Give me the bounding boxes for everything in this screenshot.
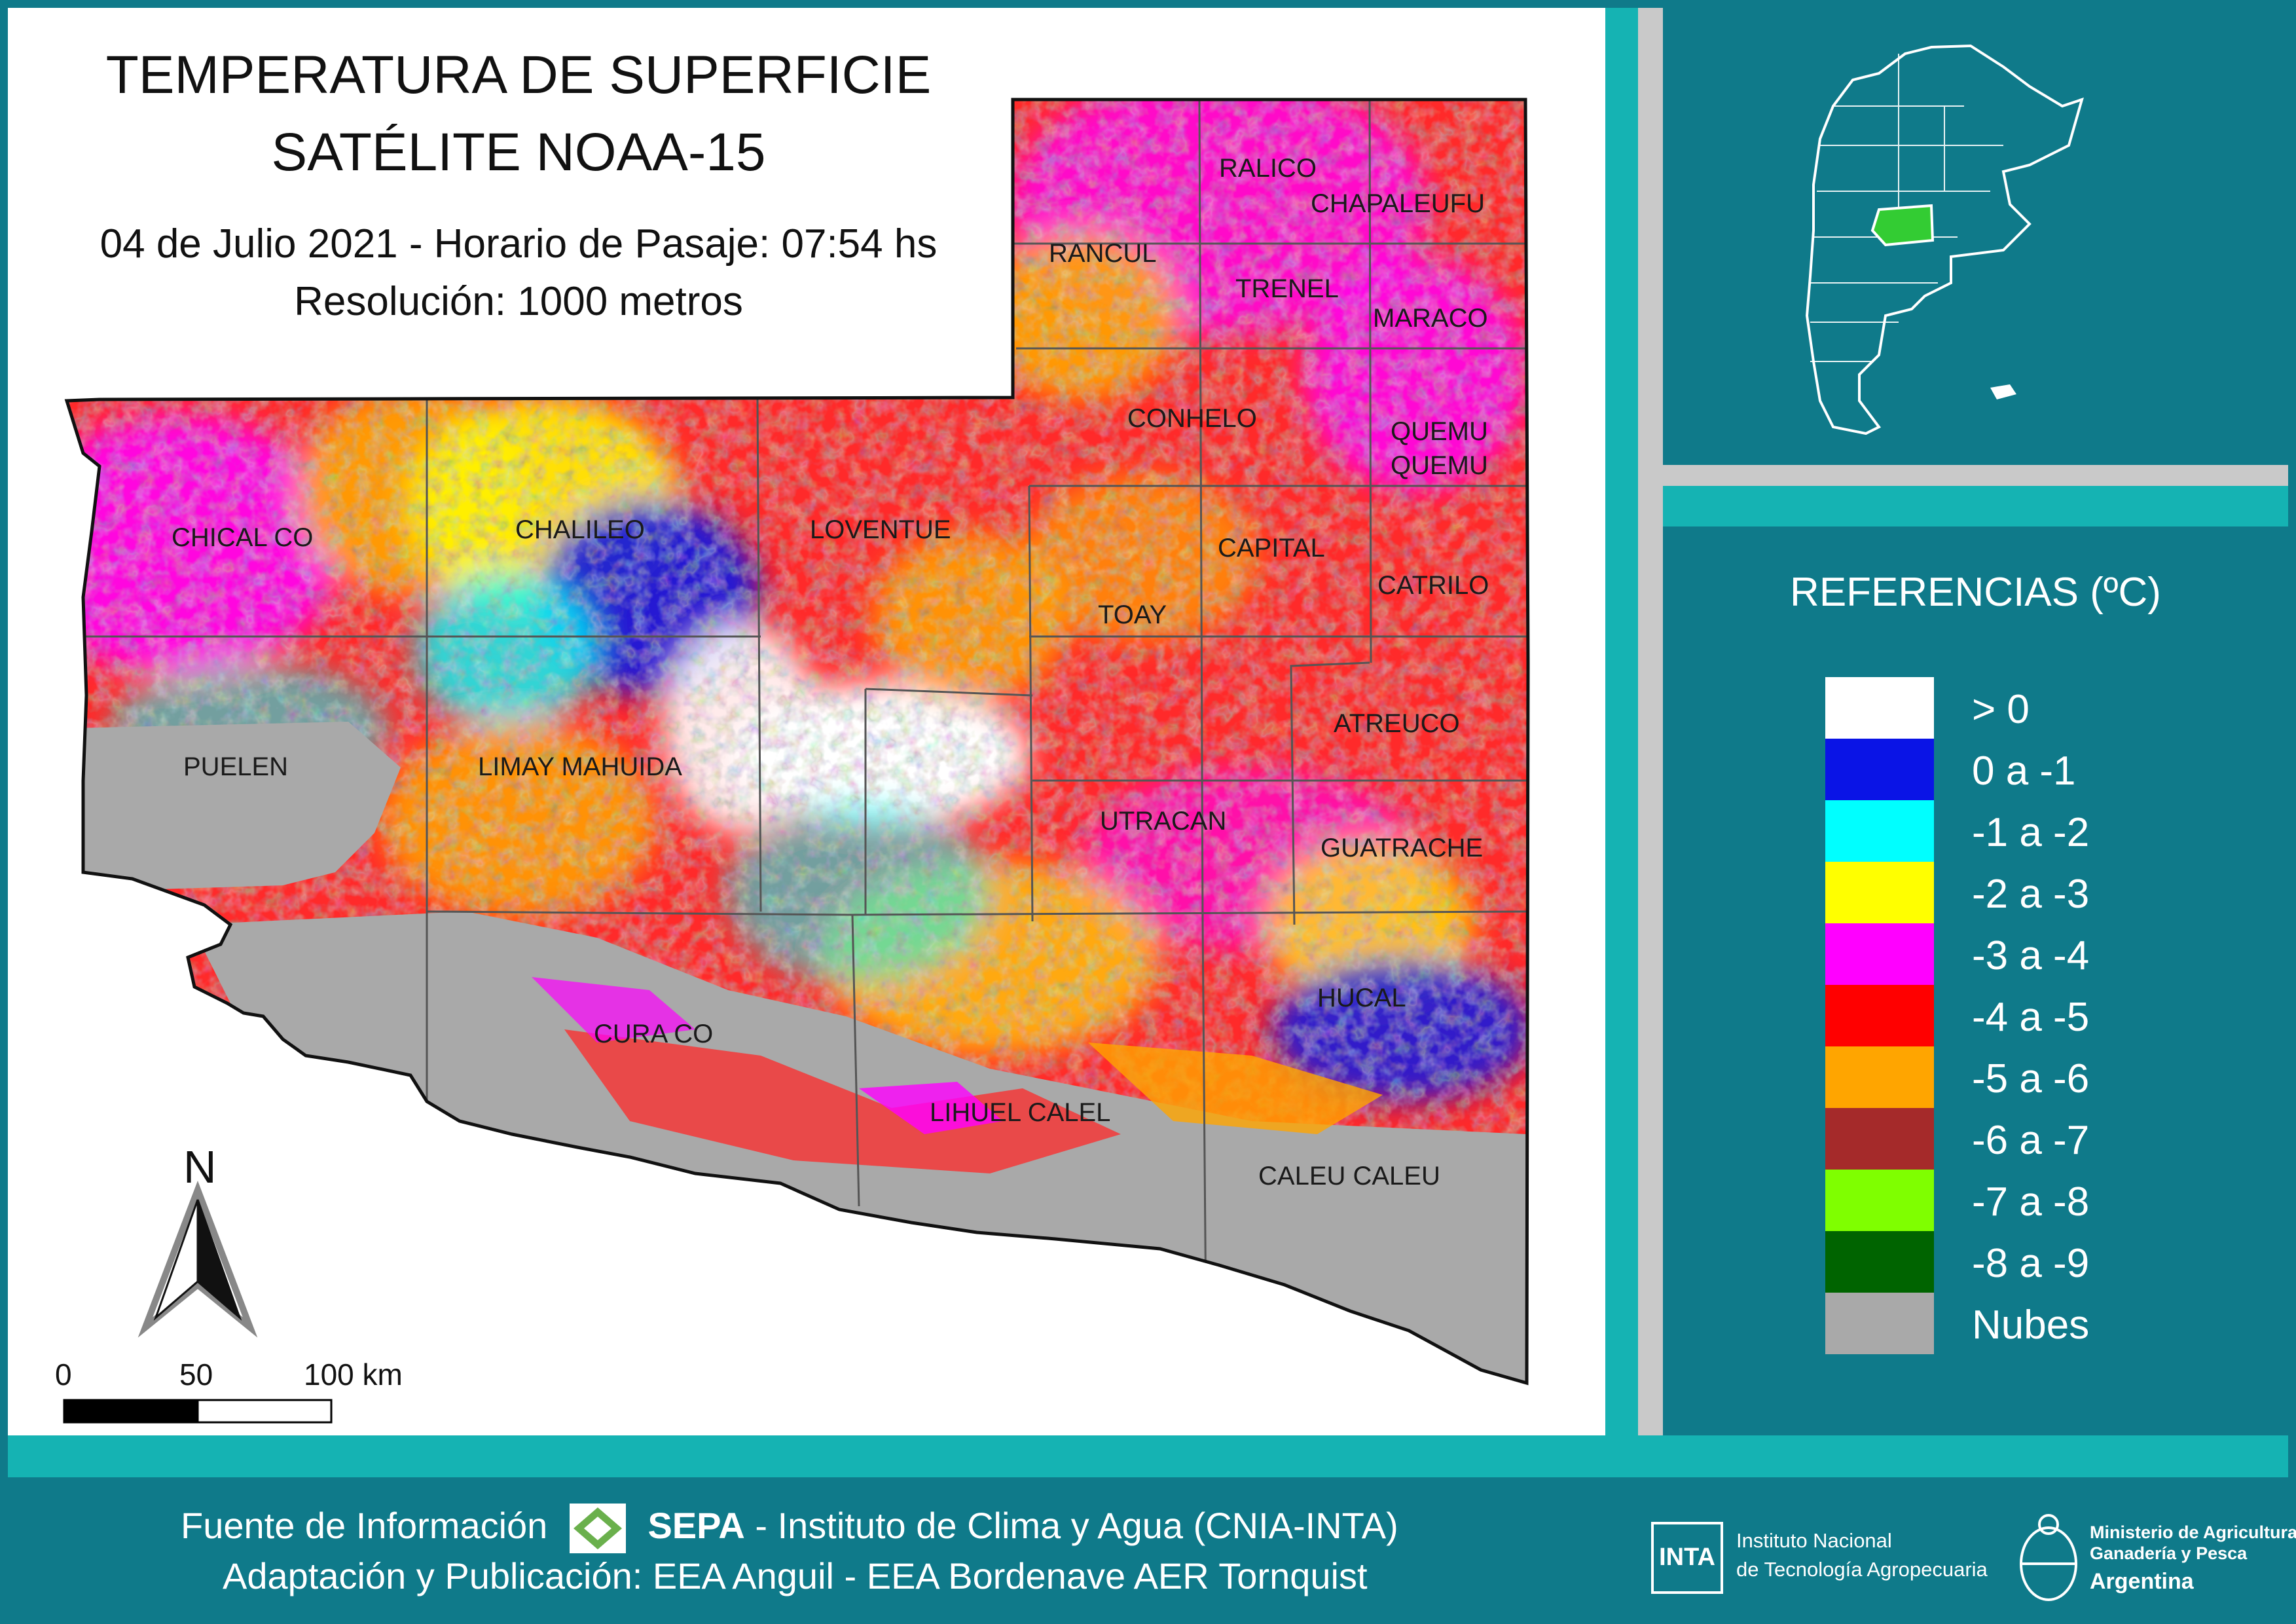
- ministry-line3: Argentina: [2090, 1569, 2194, 1594]
- legend-item: 0 a -1: [1825, 739, 2244, 800]
- dept-label-ralico: RALICO: [1219, 154, 1317, 183]
- legend-swatch: [1825, 1170, 1934, 1231]
- province-map: RANCUL RALICO CHAPALEUFU TRENEL MARACO C…: [63, 98, 1530, 1424]
- legend-item: -1 a -2: [1825, 800, 2244, 862]
- legend-swatch: [1825, 1046, 1934, 1108]
- legend-swatch: [1825, 862, 1934, 923]
- legend-swatch: [1825, 677, 1934, 739]
- legend-item: -6 a -7: [1825, 1108, 2244, 1170]
- argentina-shield-icon: [2020, 1514, 2077, 1601]
- dept-label-chalileo: CHALILEO: [515, 515, 645, 544]
- legend-swatch: [1825, 985, 1934, 1046]
- dept-label-toay: TOAY: [1098, 600, 1167, 629]
- legend-label: Nubes: [1972, 1302, 2090, 1348]
- footer: Fuente de Información SEPA - Instituto d…: [8, 1477, 2296, 1616]
- legend-swatch: [1825, 1108, 1934, 1170]
- legend-label: -6 a -7: [1972, 1118, 2090, 1163]
- scale-label-100: 100 km: [304, 1357, 403, 1392]
- scale-bar: [63, 1399, 333, 1424]
- legend-label: -1 a -2: [1972, 810, 2090, 855]
- ministry-line2: Ganadería y Pesca: [2090, 1543, 2248, 1563]
- north-arrow-icon: [137, 1180, 258, 1338]
- dept-label-chapaleufu: CHAPALEUFU: [1311, 189, 1485, 218]
- sepa-logo-icon: [569, 1504, 626, 1553]
- dept-label-cura-co: CURA CO: [594, 1020, 713, 1048]
- map-panel: RANCUL RALICO CHAPALEUFU TRENEL MARACO C…: [8, 8, 1605, 1435]
- la-pampa-highlight: [1870, 204, 1935, 247]
- legend-panel: REFERENCIAS (ºC) > 0 0 a -1 -1 a -2 -2 a -3…: [1663, 526, 2288, 1435]
- horizontal-gray-band: [1663, 465, 2288, 486]
- legend-label: -3 a -4: [1972, 933, 2090, 978]
- dept-label-trenel: TRENEL: [1235, 274, 1339, 303]
- malvinas-islands: [1990, 384, 2016, 399]
- legend-label: > 0: [1972, 687, 2030, 732]
- vertical-gray-band: [1638, 8, 1663, 1435]
- scale-label-50: 50: [179, 1357, 213, 1392]
- dept-label-puelen: PUELEN: [183, 752, 288, 781]
- legend-item: -7 a -8: [1825, 1170, 2244, 1231]
- legend-label: -7 a -8: [1972, 1179, 2090, 1225]
- province-outline: [64, 98, 1530, 1386]
- adaptation-line: Adaptación y Publicación: EEA Anguil - E…: [223, 1555, 1368, 1596]
- source-prefix: Fuente de Información: [181, 1504, 548, 1546]
- dept-label-maraco: MARACO: [1373, 304, 1488, 333]
- legend-item: -8 a -9: [1825, 1231, 2244, 1293]
- legend-swatch: [1825, 1293, 1934, 1354]
- dept-label-guatrache: GUATRACHE: [1321, 834, 1483, 862]
- legend-item: -3 a -4: [1825, 923, 2244, 985]
- dept-label-quemu-1: QUEMU: [1391, 417, 1488, 446]
- legend-swatch: [1825, 1231, 1934, 1293]
- dept-label-quemu-2: QUEMU: [1391, 451, 1488, 480]
- source-line: Fuente de Información SEPA - Instituto d…: [181, 1502, 1398, 1555]
- legend-swatch: [1825, 739, 1934, 800]
- dept-label-hucal: HUCAL: [1317, 984, 1406, 1012]
- inta-line1: Instituto Nacional: [1736, 1529, 1892, 1552]
- horizontal-teal-band: [1663, 486, 2288, 526]
- inset-panel: [1663, 8, 2288, 465]
- legend-item: -2 a -3: [1825, 862, 2244, 923]
- legend-item: -4 a -5: [1825, 985, 2244, 1046]
- scale-label-0: 0: [55, 1357, 72, 1392]
- inta-logo: INTA: [1651, 1522, 1723, 1594]
- dept-label-limay-mahuida: LIMAY MAHUIDA: [478, 752, 682, 781]
- source-bold: SEPA: [647, 1504, 745, 1546]
- dept-label-conhelo: CONHELO: [1127, 404, 1257, 433]
- legend-label: -5 a -6: [1972, 1056, 2090, 1101]
- legend-label: -8 a -9: [1972, 1241, 2090, 1286]
- department-labels: RANCUL RALICO CHAPALEUFU TRENEL MARACO C…: [172, 154, 1489, 1190]
- dept-label-utracan: UTRACAN: [1100, 807, 1226, 836]
- legend-label: 0 a -1: [1972, 748, 2076, 794]
- north-letter: N: [183, 1141, 217, 1192]
- legend-label: -2 a -3: [1972, 872, 2090, 917]
- dept-label-atreuco: ATREUCO: [1334, 709, 1460, 738]
- argentina-inset-map: [1805, 44, 2084, 435]
- legend-item: > 0: [1825, 677, 2244, 739]
- dept-label-rancul: RANCUL: [1049, 239, 1156, 268]
- date-time-line: 04 de Julio 2021 - Horario de Pasaje: 07…: [100, 221, 938, 267]
- vertical-teal-band: [1605, 8, 1638, 1435]
- legend-item: -5 a -6: [1825, 1046, 2244, 1108]
- dept-label-catrilo: CATRILO: [1377, 571, 1489, 600]
- map-title-line1: TEMPERATURA DE SUPERFICIE: [105, 45, 932, 105]
- legend-swatch: [1825, 800, 1934, 862]
- resolution-line: Resolución: 1000 metros: [294, 279, 743, 324]
- dept-label-chical-co: CHICAL CO: [172, 523, 313, 552]
- legend-label: -4 a -5: [1972, 995, 2090, 1040]
- legend-title: REFERENCIAS (ºC): [1790, 570, 2161, 615]
- inta-line2: de Tecnología Agropecuaria: [1736, 1558, 1988, 1581]
- footer-teal-band: [8, 1435, 2288, 1477]
- dept-label-lihuel-calel: LIHUEL CALEL: [930, 1098, 1110, 1127]
- ministry-line1: Ministerio de Agricultura,: [2090, 1522, 2296, 1542]
- map-title-line2: SATÉLITE NOAA-15: [271, 122, 766, 182]
- dept-label-loventue: LOVENTUE: [810, 515, 951, 544]
- legend-swatch: [1825, 923, 1934, 985]
- source-rest: - Instituto de Clima y Agua (CNIA-INTA): [755, 1504, 1398, 1546]
- legend-item: Nubes: [1825, 1293, 2244, 1354]
- dept-label-capital: CAPITAL: [1218, 534, 1325, 563]
- dept-label-caleu-caleu: CALEU CALEU: [1258, 1162, 1440, 1190]
